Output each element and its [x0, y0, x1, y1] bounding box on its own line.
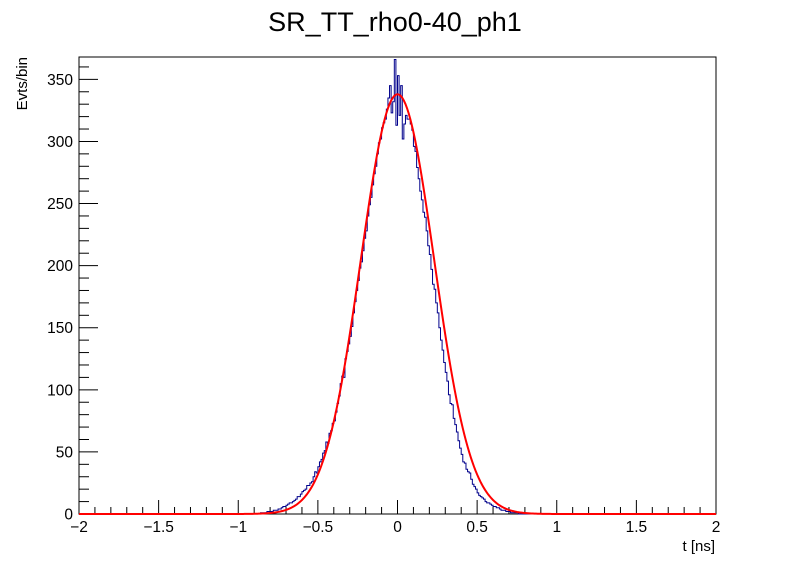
- y-tick-label: 350: [47, 72, 73, 89]
- x-tick-label: 1.5: [626, 519, 648, 536]
- chart-title: SR_TT_rho0-40_ph1: [268, 7, 522, 37]
- x-tick-label: 2: [712, 519, 721, 536]
- y-tick-label: 250: [47, 196, 73, 213]
- y-tick-label: 100: [47, 382, 73, 399]
- x-tick-label: 1: [552, 519, 561, 536]
- y-tick-label: 300: [47, 134, 73, 151]
- y-tick-label: 200: [47, 258, 73, 275]
- y-axis-title: Evts/bin: [14, 57, 31, 110]
- x-axis-ticks: [78, 500, 717, 514]
- y-tick-label: 0: [64, 507, 73, 524]
- x-tick-label: −2: [70, 519, 88, 536]
- y-axis-tick-labels: 0 50 100 150 200 250 300 350: [47, 72, 73, 524]
- y-tick-label: 50: [56, 444, 74, 461]
- y-axis-ticks: [79, 66, 98, 515]
- gaussian-fit-curve: [79, 93, 716, 515]
- y-tick-label: 150: [47, 320, 73, 337]
- x-tick-label: −1.5: [143, 519, 174, 536]
- x-tick-label: 0.5: [466, 519, 488, 536]
- x-tick-label: −0.5: [303, 519, 334, 536]
- x-tick-label: 0: [393, 519, 402, 536]
- x-axis-title: t [ns]: [682, 538, 715, 555]
- x-axis-tick-labels: −2 −1.5 −1 −0.5 0 0.5 1 1.5 2: [70, 519, 720, 536]
- histogram-series: [79, 58, 716, 515]
- x-tick-label: −1: [229, 519, 247, 536]
